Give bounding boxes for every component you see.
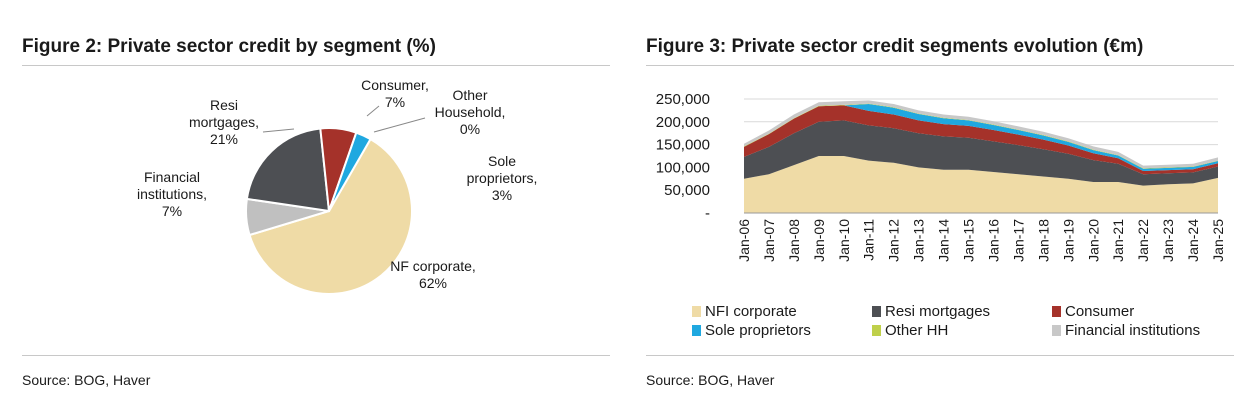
pie-label-consumer: Consumer, 7% [361, 77, 429, 110]
figure3-title: Figure 3: Private sector credit segments… [646, 36, 1144, 57]
x-tick-label: Jan-24 [1185, 219, 1201, 262]
x-tick-label: Jan-21 [1110, 219, 1126, 262]
area-series-nfi-corporate [744, 156, 1218, 213]
y-tick-label: - [705, 205, 710, 222]
y-tick-label: 250,000 [656, 91, 710, 108]
legend-swatch [872, 306, 881, 317]
area-series-resi-mortgages [744, 120, 1218, 186]
legend-label: Financial institutions [1065, 322, 1201, 339]
legend-item-consumer: Consumer [1052, 303, 1134, 320]
pie-label-sole-proprietors: Sole proprietors, 3% [467, 153, 538, 203]
x-tick-label: Jan-11 [861, 219, 877, 261]
x-tick-label: Jan-25 [1210, 219, 1226, 262]
y-tick-label: 150,000 [656, 137, 710, 154]
pie-slice-nf-corporate [248, 137, 413, 295]
pie-leader-resi-mortgages [262, 128, 295, 133]
figure2-panel: Figure 2: Private sector credit by segme… [22, 0, 610, 417]
area-series-consumer [744, 105, 1218, 175]
legend-swatch [692, 325, 701, 336]
figure3-bottom-rule [646, 355, 1234, 356]
x-tick-label: Jan-12 [886, 219, 902, 262]
x-tick-label: Jan-13 [911, 219, 927, 262]
legend-swatch [872, 325, 881, 336]
y-tick-label: 200,000 [656, 114, 710, 131]
legend-label: Sole proprietors [705, 322, 811, 339]
figure3-source: Source: BOG, Haver [646, 372, 775, 388]
pie-chart: NF corporate, 62% Financial institutions, 7%… [137, 77, 538, 295]
legend-item-financial-institutions: Financial institutions [1052, 322, 1200, 339]
x-tick-label: Jan-14 [936, 219, 952, 262]
legend-item-resi-mortgages: Resi mortgages [872, 303, 990, 320]
x-tick-label: Jan-22 [1135, 219, 1151, 262]
pie-label-financial-institutions: Financial institutions, 7% [137, 169, 207, 219]
pie-label-other-household: Other Household, 0% [435, 87, 506, 137]
pie-slice-sole-proprietors [328, 131, 372, 212]
legend-item-sole-proprietors: Sole proprietors [692, 322, 811, 339]
figure2-top-rule [22, 65, 610, 66]
legend-label: Other HH [885, 322, 949, 339]
figure3-top-rule [646, 65, 1234, 66]
legend-label: NFI corporate [705, 303, 797, 320]
figure2-source: Source: BOG, Haver [22, 372, 151, 388]
x-tick-label: Jan-10 [836, 219, 852, 262]
pie-leader-other-household [373, 117, 426, 133]
x-tick-label: Jan-20 [1085, 219, 1101, 262]
figure2-title: Figure 2: Private sector credit by segme… [22, 36, 436, 57]
legend-label: Resi mortgages [885, 303, 991, 320]
area-chart: - 50,000 100,000 150,000 200,000 250,000 Jan-0… [656, 91, 1226, 262]
legend-label: Consumer [1065, 303, 1135, 320]
legend-swatch [1052, 325, 1061, 336]
x-tick-label: Jan-09 [811, 219, 827, 262]
x-tick-label: Jan-16 [985, 219, 1001, 262]
figure3-panel: Figure 3: Private sector credit segments… [646, 0, 1234, 417]
legend-swatch [692, 306, 701, 317]
x-tick-label: Jan-18 [1035, 219, 1051, 262]
figure2-bottom-rule [22, 355, 610, 356]
x-tick-label: Jan-19 [1060, 219, 1076, 262]
pie-slice-resi-mortgages [245, 127, 331, 213]
x-tick-label: Jan-23 [1160, 219, 1176, 262]
legend-item-other-hh: Other HH [872, 322, 948, 339]
x-tick-label: Jan-15 [961, 219, 977, 262]
area-series-sole-proprietors [744, 104, 1218, 171]
x-tick-label: Jan-06 [736, 219, 752, 262]
y-tick-label: 100,000 [656, 159, 710, 176]
pie-label-nf-corporate: NF corporate, 62% [390, 258, 476, 291]
x-tick-label: Jan-08 [786, 219, 802, 262]
x-tick-label: Jan-17 [1010, 219, 1026, 262]
x-tick-label: Jan-07 [761, 219, 777, 262]
y-tick-label: 50,000 [664, 182, 710, 199]
legend-swatch [1052, 306, 1061, 317]
legend-item-nfi-corporate: NFI corporate [692, 303, 797, 320]
pie-label-resi-mortgages: Resi mortgages, 21% [189, 97, 259, 147]
pie-leader-consumer [366, 105, 380, 117]
